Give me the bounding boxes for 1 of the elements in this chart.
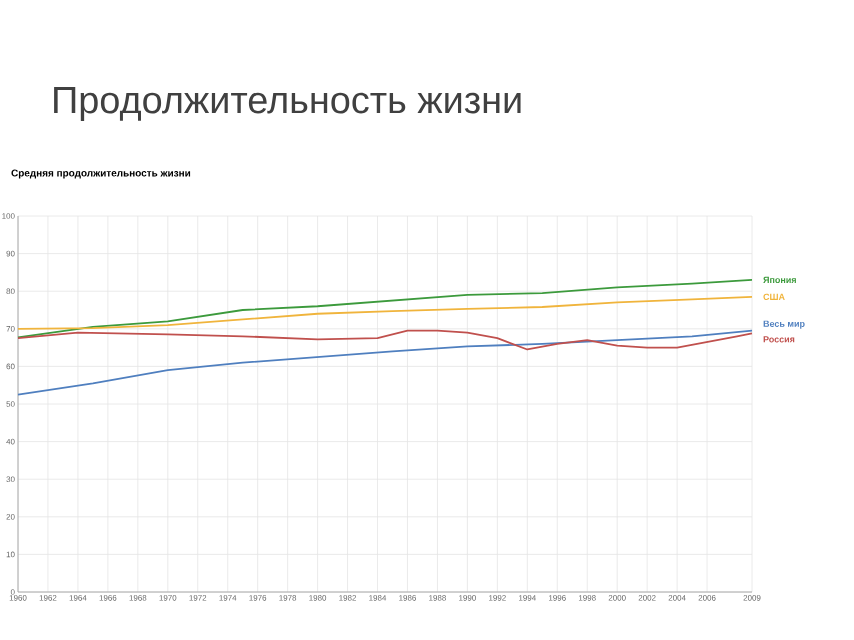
chart-title: Продолжительность жизни	[54, 87, 521, 121]
